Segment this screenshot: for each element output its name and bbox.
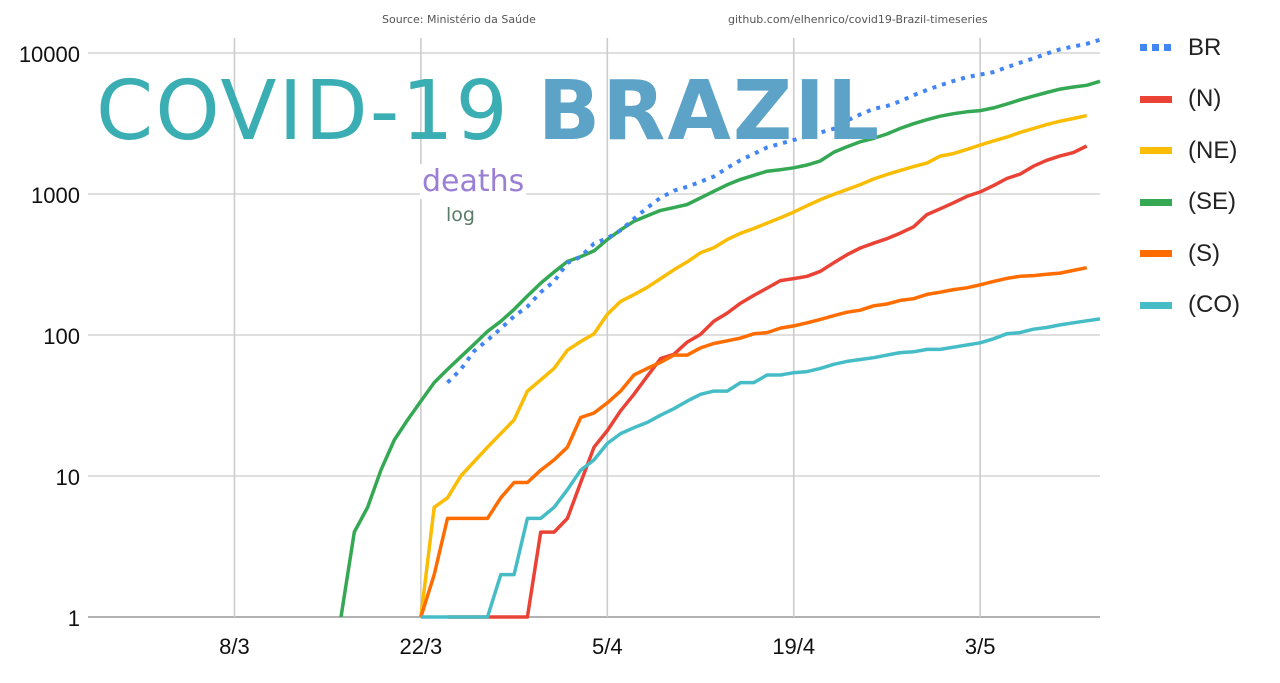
axis-layer: 1 10 100 1000 10000 8/3 22/3 5/4 19/4 3/5 [19,42,996,659]
series-line-co [420,317,1101,619]
legend-label-s: (S) [1188,239,1220,267]
title-part-covid: COVID-19 [96,64,538,159]
x-tick-label: 19/4 [772,634,815,659]
series-line-s [419,265,1088,618]
series-line-n [447,144,1088,619]
x-tick-label: 5/4 [592,634,623,659]
chart-title: COVID-19 BRAZIL [96,62,881,162]
legend-swatch-br [1140,44,1172,52]
x-tick-label: 22/3 [399,634,442,659]
legend-item-se: (SE) [1140,177,1240,229]
y-tick-label: 1000 [31,183,80,208]
y-tick-label: 10000 [19,42,80,67]
legend-item-s: (S) [1140,228,1240,280]
legend-label-co: (CO) [1188,291,1240,319]
legend-swatch-se [1140,198,1172,206]
y-tick-label: 10 [56,465,80,490]
repo-note: github.com/elhenrico/covid19-Brazil-time… [728,13,988,26]
y-tick-label: 100 [43,324,80,349]
legend-label-ne: (NE) [1188,136,1238,164]
title-part-brazil: BRAZIL [537,64,882,159]
legend-label-se: (SE) [1188,188,1236,216]
legend-item-n: (N) [1140,74,1240,126]
legend-label-br: BR [1188,33,1222,61]
scale-note: log [444,204,477,226]
series-layer [339,37,1101,619]
legend-item-br: BR [1140,22,1240,74]
chart-subtitle: deaths [420,164,527,199]
legend-label-n: (N) [1188,85,1222,113]
legend-item-ne: (NE) [1140,125,1240,177]
legend-item-co: (CO) [1140,280,1240,332]
series-line-se [339,79,1101,618]
legend-swatch-s [1140,250,1172,258]
legend: BR (N) (NE) (SE) (S) (CO) [1140,22,1240,331]
source-note: Source: Ministério da Saúde [382,13,536,26]
y-tick-label: 1 [68,606,80,631]
legend-swatch-ne [1140,147,1172,155]
x-tick-label: 3/5 [965,634,996,659]
series-line-ne [419,113,1088,618]
series-line-br [446,37,1101,385]
x-tick-label: 8/3 [219,634,250,659]
legend-swatch-n [1140,95,1172,103]
legend-swatch-co [1140,301,1172,309]
